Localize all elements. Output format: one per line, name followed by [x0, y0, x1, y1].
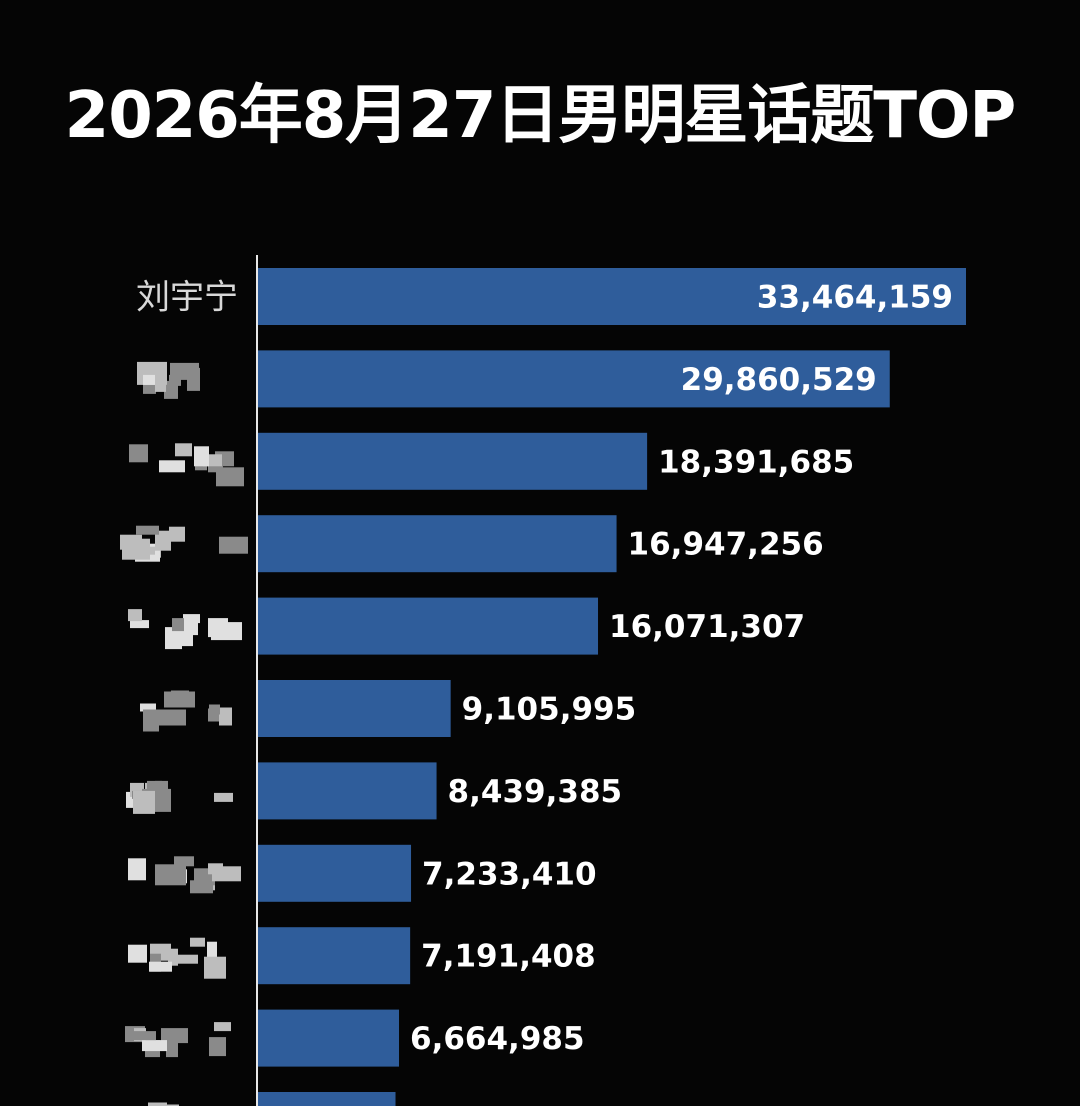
data-label: 8,439,385 — [448, 774, 623, 810]
pixel-block — [158, 1104, 179, 1106]
bar — [258, 844, 412, 902]
bar — [258, 268, 966, 325]
bar — [258, 927, 411, 985]
pixel-block — [155, 780, 168, 803]
data-label: 29,860,529 — [681, 362, 877, 398]
pixel-block — [207, 941, 217, 963]
pixel-block — [140, 703, 156, 712]
pixel-block — [175, 443, 192, 457]
pixel-block — [216, 467, 244, 487]
pixel-block — [190, 937, 205, 947]
bar — [258, 432, 648, 490]
pixel-block — [211, 622, 242, 641]
pixel-block — [178, 954, 198, 964]
pixel-block — [169, 374, 181, 386]
pixel-block — [169, 631, 193, 647]
bar — [258, 1092, 396, 1106]
data-label: 18,391,685 — [658, 444, 854, 480]
bar — [258, 597, 599, 655]
pixel-block — [183, 614, 200, 624]
pixel-block — [164, 384, 178, 399]
pixel-block — [166, 1042, 178, 1058]
pixel-block — [122, 538, 150, 560]
data-label: 7,191,408 — [421, 939, 596, 975]
pixel-block — [128, 609, 142, 622]
pixel-block — [159, 460, 185, 473]
category-label-pixelated — [148, 1102, 179, 1106]
pixel-block — [194, 446, 209, 467]
pixel-block — [155, 530, 171, 551]
category-label-pixelated — [140, 690, 232, 732]
pixel-block — [204, 956, 226, 979]
data-label: 16,947,256 — [628, 527, 824, 563]
pixel-block — [169, 526, 185, 542]
category-label-pixelated — [128, 937, 226, 979]
pixel-block — [149, 961, 172, 972]
data-label: 16,071,307 — [609, 609, 805, 645]
bar — [258, 680, 451, 737]
data-label: 33,464,159 — [757, 280, 953, 316]
category-label-pixelated — [125, 1022, 231, 1058]
pixel-block — [159, 711, 172, 725]
pixel-block — [155, 369, 166, 392]
pixel-block — [208, 863, 223, 875]
category-label-pixelated — [129, 443, 244, 487]
pixel-block — [142, 1040, 167, 1052]
pixel-block — [219, 707, 232, 726]
bar — [258, 762, 437, 820]
pixel-block — [128, 858, 146, 881]
pixel-block — [133, 790, 155, 814]
pixel-block — [155, 864, 186, 886]
data-label: 7,233,410 — [422, 856, 597, 892]
category-label-pixelated — [128, 856, 241, 894]
pixel-block — [214, 1022, 231, 1032]
pixel-block — [129, 444, 148, 463]
pixel-block — [208, 708, 219, 722]
pixel-block — [214, 792, 233, 802]
pixel-block — [148, 1102, 167, 1106]
bar — [258, 1009, 400, 1067]
pixel-block — [209, 704, 220, 715]
pixel-block — [143, 709, 159, 732]
pixel-block — [143, 374, 160, 385]
pixel-block — [187, 367, 200, 391]
chart-title: 2026年8月27日男明星话题TOP — [64, 79, 1017, 153]
category-label-pixelated — [126, 780, 233, 814]
pixel-block — [168, 948, 178, 966]
category-label-pixelated — [120, 525, 248, 562]
pixel-block — [136, 525, 159, 535]
pixel-block — [130, 620, 149, 629]
pixel-block — [161, 1028, 188, 1044]
pixel-block — [219, 536, 248, 554]
data-label: 9,105,995 — [462, 692, 637, 728]
data-label: 6,664,985 — [410, 1021, 585, 1057]
bar — [258, 350, 890, 408]
category-label-pixelated — [128, 609, 242, 650]
category-label: 刘宇宁 — [136, 278, 238, 318]
pixel-block — [130, 1031, 156, 1041]
bar — [258, 515, 617, 573]
pixel-block — [128, 944, 147, 963]
category-label-pixelated — [137, 361, 200, 399]
pixel-block — [174, 856, 194, 867]
pixel-block — [209, 1037, 226, 1057]
pixel-block — [171, 690, 189, 701]
